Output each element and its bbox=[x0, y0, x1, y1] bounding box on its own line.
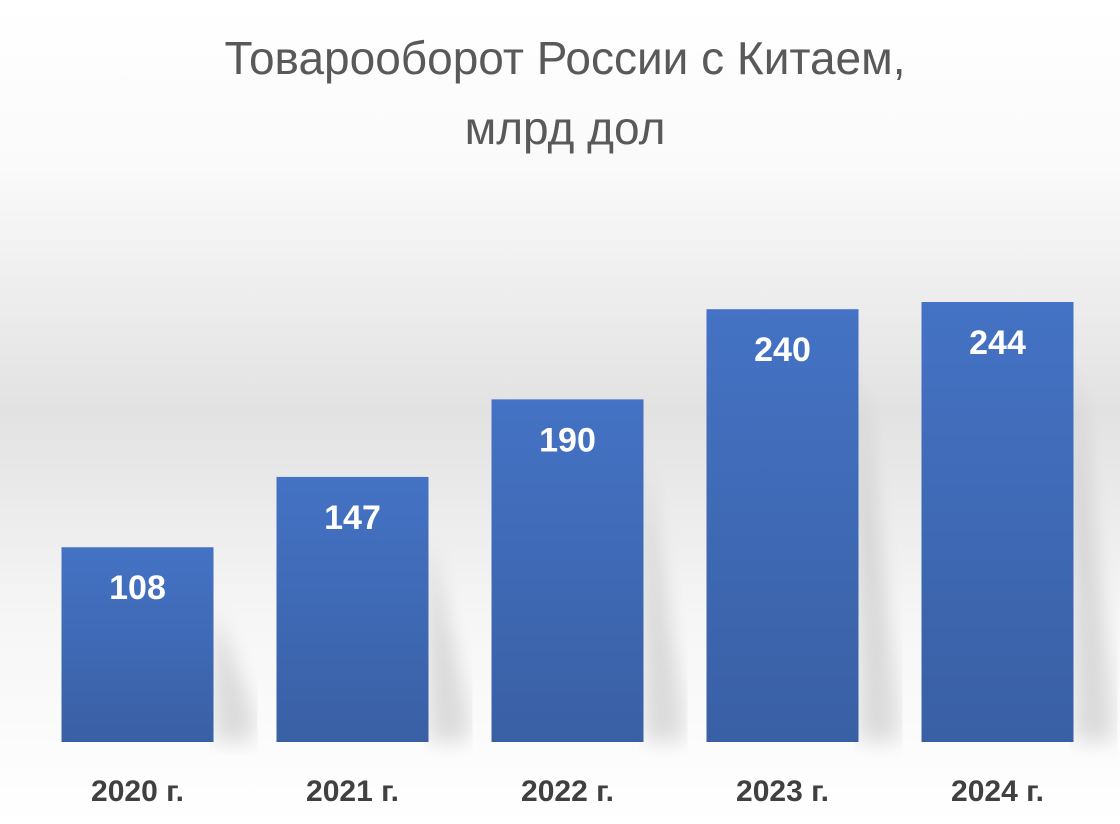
x-tick-label: 2024 г. bbox=[951, 775, 1044, 808]
bar-shadow bbox=[428, 536, 469, 742]
value-label: 240 bbox=[754, 331, 811, 369]
x-tick-label: 2021 г. bbox=[306, 775, 399, 808]
bar-shade bbox=[276, 476, 429, 742]
bar-shadow bbox=[213, 607, 254, 742]
chart-title: млрд дол bbox=[465, 102, 666, 154]
bar-shadow bbox=[643, 459, 684, 742]
bar-shade bbox=[491, 399, 644, 742]
bar-shadow bbox=[858, 369, 899, 742]
x-tick-label: 2022 г. bbox=[521, 775, 614, 808]
value-label: 244 bbox=[969, 324, 1026, 362]
value-label: 147 bbox=[324, 499, 381, 537]
chart-title: Товарооборот России с Китаем, bbox=[224, 32, 905, 84]
value-label: 190 bbox=[539, 421, 596, 459]
x-tick-label: 2023 г. bbox=[736, 775, 829, 808]
bar-shade bbox=[921, 302, 1074, 742]
bar-shade bbox=[706, 309, 859, 742]
value-label: 108 bbox=[109, 569, 166, 607]
x-tick-label: 2020 г. bbox=[91, 775, 184, 808]
bar-shadow bbox=[1073, 362, 1114, 742]
bar-shade bbox=[61, 547, 214, 742]
